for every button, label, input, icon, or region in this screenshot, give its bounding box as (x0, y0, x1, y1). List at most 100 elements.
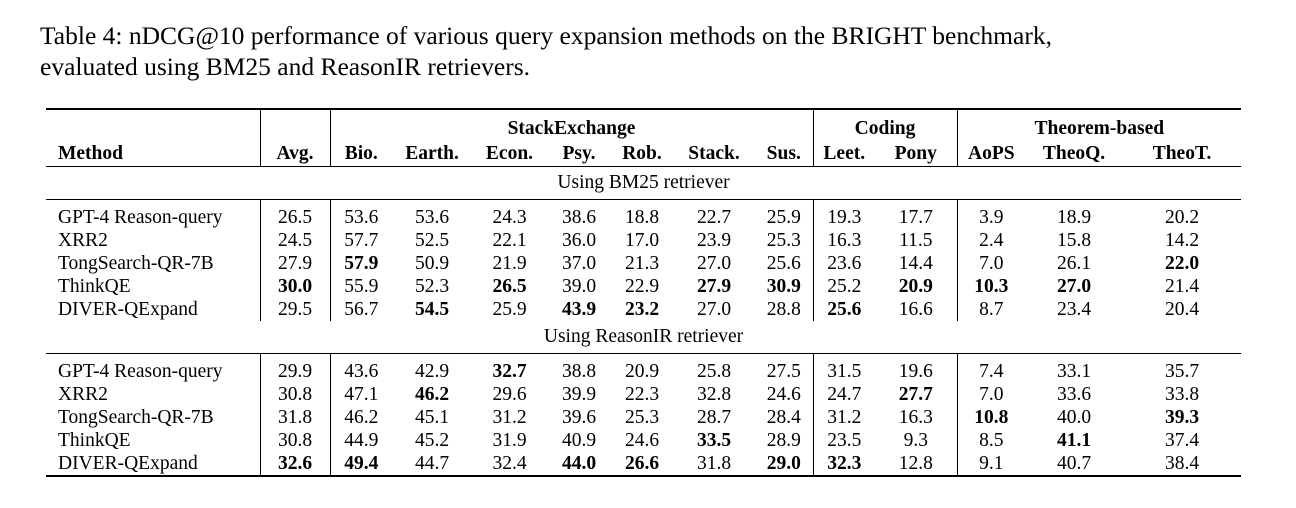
score-cell: 52.5 (414, 230, 450, 251)
score-cell: 45.2 (414, 430, 450, 451)
score-cell: 18.8 (624, 207, 660, 228)
table-row: ThinkQE 30.8 44.9 45.2 31.9 40.9 24.6 33.5 28.9 2… (46, 429, 1241, 452)
score-cell: 32.3 (812, 452, 876, 477)
score-cell: 25.6 (812, 298, 876, 321)
score-cell: 21.9 (492, 253, 527, 274)
score-cell: 9.3 (903, 430, 928, 451)
column-header-method: Method (46, 140, 260, 167)
score-cell: 57.9 (329, 252, 392, 275)
score-cell: 32.4 (472, 452, 547, 477)
score-cell: 24.6 (766, 384, 801, 405)
score-cell: 43.9 (561, 299, 597, 320)
score-cell: 57.7 (329, 229, 392, 252)
score-cell: 42.9 (414, 361, 450, 382)
score-cell: 39.6 (561, 407, 597, 428)
score-cell: 30.0 (259, 275, 330, 298)
score-cell: 33.1 (1056, 361, 1092, 382)
score-cell: 53.6 (329, 199, 392, 229)
score-cell: 37.0 (561, 253, 597, 274)
table-row: ThinkQE 30.0 55.9 52.3 26.5 39.0 22.9 27.9 30.9 2… (46, 275, 1241, 298)
score-cell: 45.1 (414, 407, 450, 428)
score-cell: 32.6 (259, 452, 330, 477)
score-cell: 28.9 (766, 430, 801, 451)
score-cell: 29.0 (755, 452, 814, 477)
score-cell: 41.1 (1056, 430, 1092, 451)
score-cell: 38.6 (561, 207, 597, 228)
column-header-leet: Leet. (812, 140, 876, 167)
score-cell: 46.2 (329, 406, 392, 429)
score-cell: 7.0 (956, 383, 1026, 406)
score-cell: 14.2 (1164, 230, 1200, 251)
score-cell: 25.2 (812, 275, 876, 298)
score-cell: 10.3 (956, 275, 1026, 298)
method-name: XRR2 (58, 230, 108, 251)
score-cell: 8.5 (956, 429, 1026, 452)
score-cell: 43.6 (329, 353, 392, 383)
score-cell: 54.5 (414, 299, 450, 320)
score-cell: 55.9 (329, 275, 392, 298)
score-cell: 23.2 (624, 299, 660, 320)
score-cell: 33.6 (1056, 384, 1092, 405)
score-cell: 27.5 (766, 361, 801, 382)
results-table-container: StackExchange Coding Theorem-based Metho… (46, 108, 1242, 477)
score-cell: 30.9 (766, 276, 801, 297)
method-name: XRR2 (58, 384, 108, 405)
score-cell: 33.5 (696, 430, 732, 451)
score-cell: 20.2 (1164, 207, 1200, 228)
score-cell: 39.3 (1164, 407, 1200, 428)
score-cell: 25.6 (766, 253, 801, 274)
score-cell: 27.9 (259, 252, 330, 275)
score-cell: 22.0 (1164, 253, 1200, 274)
score-cell: 52.3 (414, 276, 450, 297)
score-cell: 10.8 (956, 406, 1026, 429)
caption-line-1: Table 4: nDCG@10 performance of various … (40, 21, 1052, 50)
score-cell: 12.8 (875, 452, 958, 477)
group-theorem-based: Theorem-based (956, 108, 1242, 140)
score-cell: 31.2 (492, 407, 527, 428)
score-cell: 32.7 (492, 361, 527, 382)
score-cell: 44.7 (392, 452, 472, 477)
score-cell: 38.8 (561, 361, 597, 382)
score-cell: 25.9 (492, 299, 527, 320)
score-cell: 25.3 (766, 230, 801, 251)
score-cell: 31.8 (673, 452, 755, 477)
score-cell: 40.0 (1056, 407, 1092, 428)
score-cell: 39.9 (561, 384, 597, 405)
group-header-row: StackExchange Coding Theorem-based (46, 108, 1242, 140)
column-header-psy: Psy. (547, 140, 611, 167)
score-cell: 23.5 (812, 429, 876, 452)
score-cell: 40.9 (561, 430, 597, 451)
section-header-row: Using ReasonIR retriever (46, 321, 1242, 354)
table-row: TongSearch-QR-7B 27.9 57.9 50.9 21.9 37.0 21.3… (46, 252, 1241, 275)
score-cell: 11.5 (899, 230, 933, 251)
column-header-econ: Econ. (472, 140, 547, 167)
score-cell: 47.1 (329, 383, 392, 406)
score-cell: 17.0 (624, 230, 660, 251)
score-cell: 20.9 (898, 276, 933, 297)
score-cell: 28.4 (766, 407, 801, 428)
column-header-avg: Avg. (259, 140, 330, 167)
score-cell: 50.9 (414, 253, 450, 274)
score-cell: 3.9 (956, 199, 1026, 229)
score-cell: 29.6 (492, 384, 527, 405)
score-cell: 30.8 (259, 429, 330, 452)
score-cell: 22.1 (492, 230, 527, 251)
score-cell: 16.3 (898, 407, 933, 428)
score-cell: 37.4 (1164, 430, 1200, 451)
score-cell: 23.9 (696, 230, 732, 251)
score-cell: 40.7 (1025, 452, 1124, 477)
score-cell: 28.7 (696, 407, 732, 428)
score-cell: 31.9 (492, 430, 527, 451)
score-cell: 29.9 (259, 353, 330, 383)
score-cell: 44.9 (329, 429, 392, 452)
column-header-theot: TheoT. (1123, 140, 1242, 167)
score-cell: 25.3 (624, 407, 660, 428)
column-header-sus: Sus. (755, 140, 814, 167)
score-cell: 9.1 (956, 452, 1026, 477)
column-header-pony: Pony (875, 140, 958, 167)
column-header-theoq: TheoQ. (1025, 140, 1124, 167)
score-cell: 49.4 (329, 452, 392, 477)
score-cell: 24.5 (259, 229, 330, 252)
score-cell: 24.7 (812, 383, 876, 406)
caption-line-2: evaluated using BM25 and ReasonIR retrie… (40, 52, 531, 81)
